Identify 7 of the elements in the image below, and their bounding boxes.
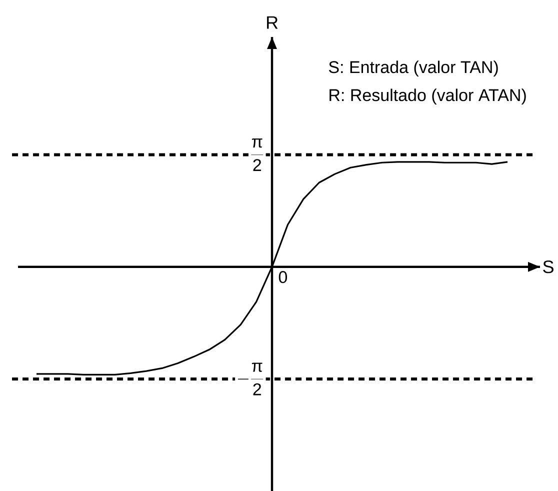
y-axis-title: R — [267, 16, 278, 29]
y-tick-label: $\frac{\pi}{2}$ — [251, 138, 264, 171]
annotation: R: Resultado (valor ATAN) — [330, 88, 526, 105]
y-tick-label: $-\frac{\pi}{2}$ — [238, 362, 264, 396]
annotation: 0 — [278, 271, 288, 284]
x-axis-title: S — [543, 260, 554, 274]
annotation: S: Entrada (valor TAN) — [328, 60, 498, 77]
